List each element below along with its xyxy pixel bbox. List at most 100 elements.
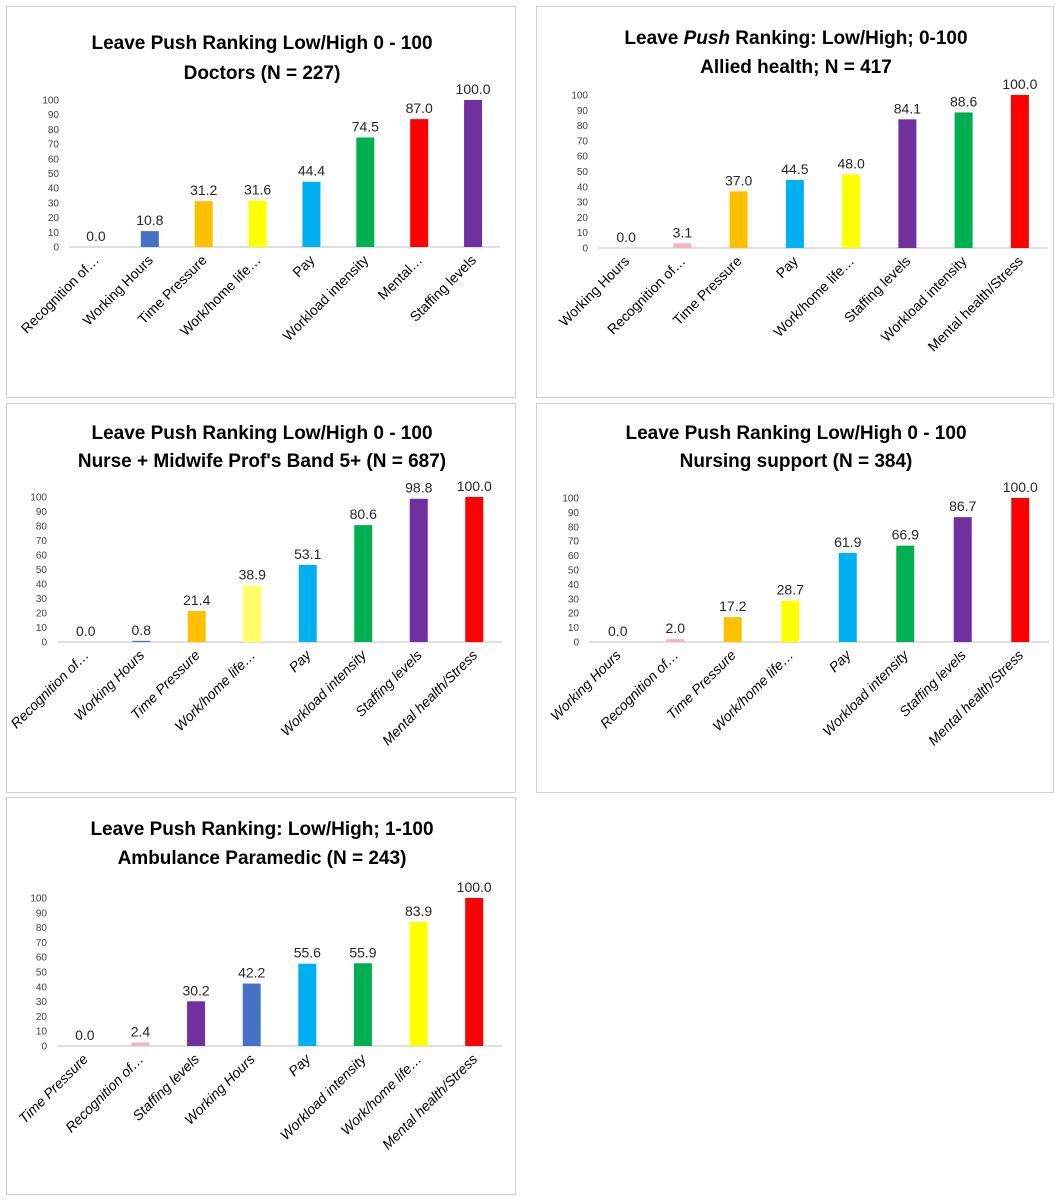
bar bbox=[954, 112, 973, 248]
data-label: 31.6 bbox=[244, 182, 271, 198]
y-tick-label: 50 bbox=[568, 566, 580, 577]
chart-nurse-midwife: Leave Push Ranking Low/High 0 - 100 Nurse… bbox=[6, 403, 516, 793]
data-label: 44.5 bbox=[781, 161, 808, 177]
y-tick-label: 70 bbox=[568, 537, 580, 548]
data-label: 87.0 bbox=[406, 100, 433, 116]
chart-title: Leave Push Ranking Low/High 0 - 100 bbox=[91, 33, 432, 54]
bar bbox=[243, 585, 262, 642]
data-label: 42.2 bbox=[238, 965, 265, 981]
chart-title: Leave Push Ranking: Low/High; 1-100 bbox=[90, 819, 433, 840]
chart-allied-health-svg: Leave Push Ranking: Low/High; 0-100 Allie… bbox=[556, 28, 1048, 355]
data-label: 2.0 bbox=[666, 620, 686, 636]
y-tick-label: 0 bbox=[573, 638, 579, 649]
data-label: 0.0 bbox=[86, 228, 106, 244]
y-tick-label: 70 bbox=[36, 938, 48, 949]
y-tick-label: 90 bbox=[36, 507, 48, 518]
bar bbox=[729, 191, 748, 248]
chart-nursing-support-svg: Leave Push Ranking Low/High 0 - 100 Nursi… bbox=[547, 423, 1049, 749]
chart-title: Leave Push Ranking Low/High 0 - 100 bbox=[91, 423, 432, 444]
bar bbox=[132, 640, 151, 642]
bar bbox=[194, 201, 213, 247]
category-label: Mental health/Stress bbox=[925, 647, 1027, 749]
data-label: 0.0 bbox=[616, 229, 636, 245]
data-label: 0.8 bbox=[132, 622, 152, 638]
y-tick-label: 0 bbox=[582, 244, 588, 255]
y-tick-label: 10 bbox=[48, 228, 60, 239]
y-tick-label: 30 bbox=[48, 198, 60, 209]
y-tick-label: 10 bbox=[568, 623, 580, 634]
bar bbox=[723, 617, 742, 642]
category-label: Mental health/Stress bbox=[924, 253, 1026, 355]
bar bbox=[464, 100, 483, 247]
y-tick-label: 70 bbox=[36, 536, 48, 547]
data-label: 88.6 bbox=[950, 93, 977, 109]
bar bbox=[465, 898, 484, 1046]
bar bbox=[410, 119, 429, 247]
category-label: Pay bbox=[285, 1050, 314, 1079]
chart-subtitle: Nursing support (N = 384) bbox=[680, 451, 913, 472]
y-tick-label: 80 bbox=[577, 121, 589, 132]
y-tick-label: 100 bbox=[562, 494, 579, 505]
data-label: 84.1 bbox=[894, 100, 921, 116]
y-tick-label: 90 bbox=[577, 106, 589, 117]
chart-doctors-svg: Leave Push Ranking Low/High 0 - 100 Docto… bbox=[18, 33, 500, 344]
y-tick-label: 30 bbox=[568, 594, 580, 605]
category-label: Pay bbox=[289, 252, 317, 280]
data-label: 53.1 bbox=[294, 546, 321, 562]
y-tick-label: 100 bbox=[42, 96, 59, 107]
bar bbox=[785, 179, 804, 248]
data-label: 86.7 bbox=[949, 498, 976, 514]
data-label: 83.9 bbox=[405, 903, 432, 919]
y-tick-label: 30 bbox=[36, 997, 48, 1008]
y-tick-label: 50 bbox=[48, 169, 60, 180]
data-label: 30.2 bbox=[182, 982, 209, 998]
category-label: Pay bbox=[285, 646, 314, 675]
bar bbox=[302, 181, 321, 247]
bar bbox=[140, 231, 159, 247]
bar bbox=[409, 498, 428, 642]
y-tick-label: 20 bbox=[36, 1012, 48, 1023]
bar bbox=[242, 983, 261, 1046]
y-tick-label: 90 bbox=[36, 908, 48, 919]
bar bbox=[898, 119, 917, 249]
y-tick-label: 10 bbox=[36, 1027, 48, 1038]
data-label: 37.0 bbox=[725, 172, 752, 188]
chart-doctors: Leave Push Ranking Low/High 0 - 100 Docto… bbox=[6, 6, 516, 398]
y-tick-label: 20 bbox=[48, 213, 60, 224]
y-tick-label: 90 bbox=[48, 110, 60, 121]
y-tick-label: 40 bbox=[568, 580, 580, 591]
y-tick-label: 50 bbox=[36, 565, 48, 576]
bar bbox=[248, 200, 267, 247]
data-label: 100.0 bbox=[1002, 76, 1037, 92]
y-tick-label: 70 bbox=[577, 136, 589, 147]
y-tick-label: 100 bbox=[30, 493, 47, 504]
bar bbox=[187, 610, 206, 642]
data-label: 74.5 bbox=[352, 118, 379, 134]
y-tick-label: 60 bbox=[577, 152, 589, 163]
chart-title-part: Leave bbox=[624, 28, 683, 49]
bar bbox=[673, 243, 692, 248]
y-tick-label: 90 bbox=[568, 508, 580, 519]
y-tick-label: 100 bbox=[571, 91, 588, 102]
chart-ambulance-paramedic: Leave Push Ranking: Low/High; 1-100 Ambul… bbox=[6, 797, 516, 1195]
chart-title: Leave Push Ranking: Low/High; 0-100 bbox=[624, 28, 967, 49]
y-tick-label: 60 bbox=[36, 551, 48, 562]
chart-subtitle: Ambulance Paramedic (N = 243) bbox=[118, 848, 407, 869]
data-label: 100.0 bbox=[457, 478, 492, 494]
data-label: 98.8 bbox=[405, 480, 432, 496]
data-label: 66.9 bbox=[892, 527, 919, 543]
chart-title-part: Ranking: Low/High; 0-100 bbox=[730, 28, 968, 49]
data-label: 38.9 bbox=[239, 567, 266, 583]
category-label: Mental… bbox=[374, 252, 425, 303]
data-label: 0.0 bbox=[608, 623, 628, 639]
data-label: 100.0 bbox=[456, 81, 491, 97]
y-tick-label: 80 bbox=[48, 125, 60, 136]
bar bbox=[409, 921, 428, 1046]
data-label: 0.0 bbox=[76, 623, 96, 639]
bar bbox=[356, 137, 375, 247]
data-label: 100.0 bbox=[457, 879, 492, 895]
bar bbox=[666, 639, 685, 642]
bar bbox=[1010, 95, 1029, 248]
y-tick-label: 100 bbox=[30, 894, 47, 905]
data-label: 10.8 bbox=[136, 212, 163, 228]
